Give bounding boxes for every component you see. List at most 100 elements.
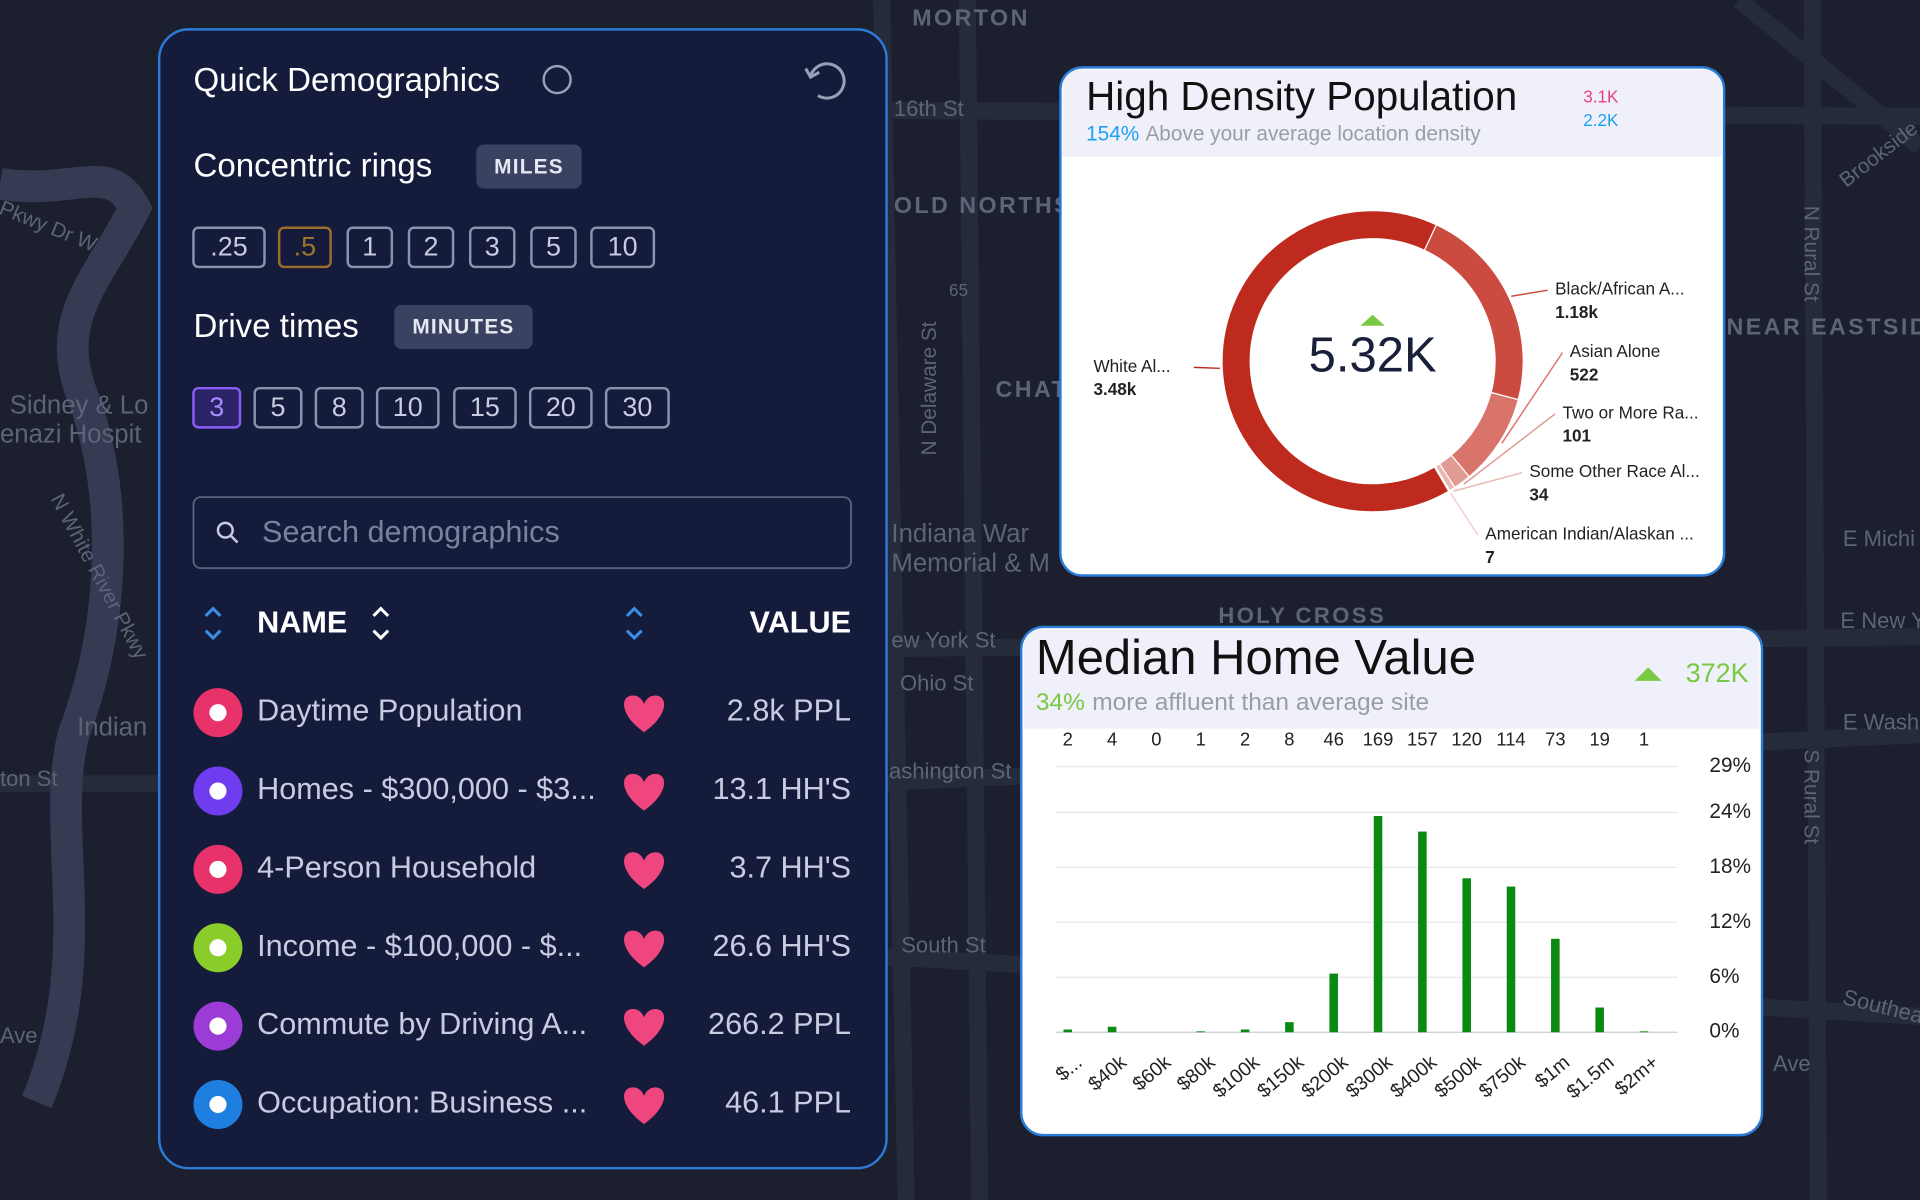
favorite-heart[interactable] bbox=[624, 695, 665, 733]
option-button[interactable] bbox=[346, 226, 394, 269]
search-box[interactable] bbox=[192, 496, 852, 570]
option-button[interactable] bbox=[453, 386, 517, 429]
column-header: VALUE bbox=[750, 606, 851, 640]
leader-line bbox=[1463, 413, 1556, 485]
count-label: 1 bbox=[1196, 729, 1206, 750]
y-tick-label: 18% bbox=[1709, 855, 1751, 878]
y-tick-label: 24% bbox=[1709, 800, 1751, 823]
bar-card bbox=[1020, 625, 1764, 1137]
row-icon-glyph bbox=[209, 704, 227, 722]
row-icon-glyph bbox=[209, 939, 227, 957]
chart-subtitle: 154% Above your average location density bbox=[1086, 122, 1481, 145]
option-label: 15 bbox=[470, 392, 500, 422]
total-label: 5.32K bbox=[1309, 329, 1437, 383]
map-label: HOLY CROSS bbox=[1218, 603, 1386, 628]
segment-value: 3.48k bbox=[1093, 379, 1136, 399]
segment-label: Two or More Ra... bbox=[1562, 402, 1698, 422]
bar bbox=[1418, 831, 1427, 1033]
option-button[interactable] bbox=[407, 226, 455, 269]
option-button[interactable] bbox=[192, 226, 266, 269]
map-label: Ohio St bbox=[900, 670, 973, 695]
subtitle-text: more affluent than average site bbox=[1092, 690, 1429, 717]
row-value: 26.6 HH'S bbox=[712, 929, 851, 963]
row-name: Occupation: Business ... bbox=[257, 1086, 587, 1120]
favorite-heart[interactable] bbox=[624, 930, 665, 968]
option-label: 5 bbox=[546, 232, 561, 262]
row-name: 4-Person Household bbox=[257, 850, 536, 884]
row-value: 2.8k PPL bbox=[727, 694, 851, 728]
bar bbox=[1107, 1026, 1117, 1033]
favorite-heart[interactable] bbox=[624, 852, 665, 889]
map-label: ton St bbox=[0, 766, 58, 791]
favorite-heart[interactable] bbox=[624, 773, 665, 811]
count-label: 4 bbox=[1107, 729, 1117, 750]
sort-icon[interactable] bbox=[204, 606, 222, 641]
favorite-heart[interactable] bbox=[624, 1008, 665, 1046]
segment-label: Some Other Race Al... bbox=[1529, 461, 1699, 481]
map-label: N Rural St bbox=[1799, 206, 1822, 302]
map-label: OLD NORTHS bbox=[894, 192, 1072, 218]
chart-subtitle: 34% more affluent than average site bbox=[1036, 690, 1429, 717]
option-button[interactable] bbox=[253, 386, 303, 429]
option-button[interactable] bbox=[277, 226, 332, 269]
unit-badge bbox=[394, 304, 533, 349]
bar bbox=[1285, 1022, 1294, 1033]
option-button[interactable] bbox=[604, 386, 670, 429]
unit-badge bbox=[476, 144, 582, 189]
bar-card-header bbox=[1023, 629, 1760, 729]
map-label: enazi Hospit bbox=[0, 421, 141, 449]
segment-label: American Indian/Alaskan ... bbox=[1485, 524, 1693, 544]
option-label: 3 bbox=[485, 232, 500, 262]
bar bbox=[1063, 1029, 1073, 1033]
leader-line bbox=[1501, 352, 1564, 444]
demographics-panel bbox=[157, 28, 888, 1170]
map-label: NEAR EASTSIDE bbox=[1727, 313, 1920, 339]
reset-icon[interactable] bbox=[809, 62, 846, 100]
column-header: NAME bbox=[257, 606, 347, 640]
panel-title: Quick Demographics bbox=[193, 62, 500, 99]
bar bbox=[1595, 1007, 1604, 1033]
subtitle-value: 34% bbox=[1036, 690, 1085, 717]
help-icon[interactable] bbox=[542, 64, 572, 95]
count-label: 1 bbox=[1639, 729, 1649, 750]
option-label: 30 bbox=[622, 392, 652, 422]
option-button[interactable] bbox=[314, 386, 364, 429]
map-label: CHAT bbox=[996, 376, 1069, 402]
sort-active-icon[interactable] bbox=[372, 606, 390, 641]
y-tick-label: 12% bbox=[1709, 910, 1751, 933]
chart-title: High Density Population bbox=[1086, 73, 1517, 119]
option-label: 8 bbox=[332, 392, 347, 422]
legend-value: 2.2K bbox=[1583, 110, 1619, 130]
count-label: 114 bbox=[1496, 729, 1525, 750]
option-label: 10 bbox=[608, 232, 638, 262]
option-button[interactable] bbox=[375, 386, 440, 429]
count-label: 2 bbox=[1240, 729, 1250, 750]
option-button[interactable] bbox=[528, 386, 593, 429]
segment-label: Black/African A... bbox=[1555, 279, 1684, 299]
map-label: Memorial & M bbox=[891, 549, 1050, 577]
bar bbox=[1329, 973, 1338, 1033]
option-button[interactable] bbox=[468, 226, 516, 269]
option-button[interactable] bbox=[192, 386, 242, 429]
map-label: E New Y bbox=[1840, 608, 1920, 633]
row-name: Daytime Population bbox=[257, 694, 522, 728]
bar bbox=[1506, 886, 1516, 1033]
leader-line bbox=[1449, 492, 1479, 536]
headline-value: 372K bbox=[1686, 658, 1749, 688]
favorite-heart[interactable] bbox=[624, 1087, 665, 1125]
donut-card-header bbox=[1062, 69, 1722, 157]
option-label: .25 bbox=[210, 232, 247, 262]
sort-icon[interactable] bbox=[625, 606, 643, 641]
option-button[interactable] bbox=[590, 226, 656, 269]
segment-value: 101 bbox=[1562, 426, 1591, 446]
option-button[interactable] bbox=[530, 226, 577, 269]
map-label: Ave bbox=[1773, 1051, 1811, 1076]
leader-line bbox=[1511, 289, 1548, 298]
map-label: ashington St bbox=[889, 758, 1011, 783]
count-label: 120 bbox=[1451, 729, 1482, 750]
segment-value: 522 bbox=[1570, 364, 1599, 384]
row-icon-glyph bbox=[209, 860, 227, 878]
leader-line bbox=[1453, 471, 1523, 492]
subtitle-value: 154% bbox=[1086, 122, 1139, 145]
